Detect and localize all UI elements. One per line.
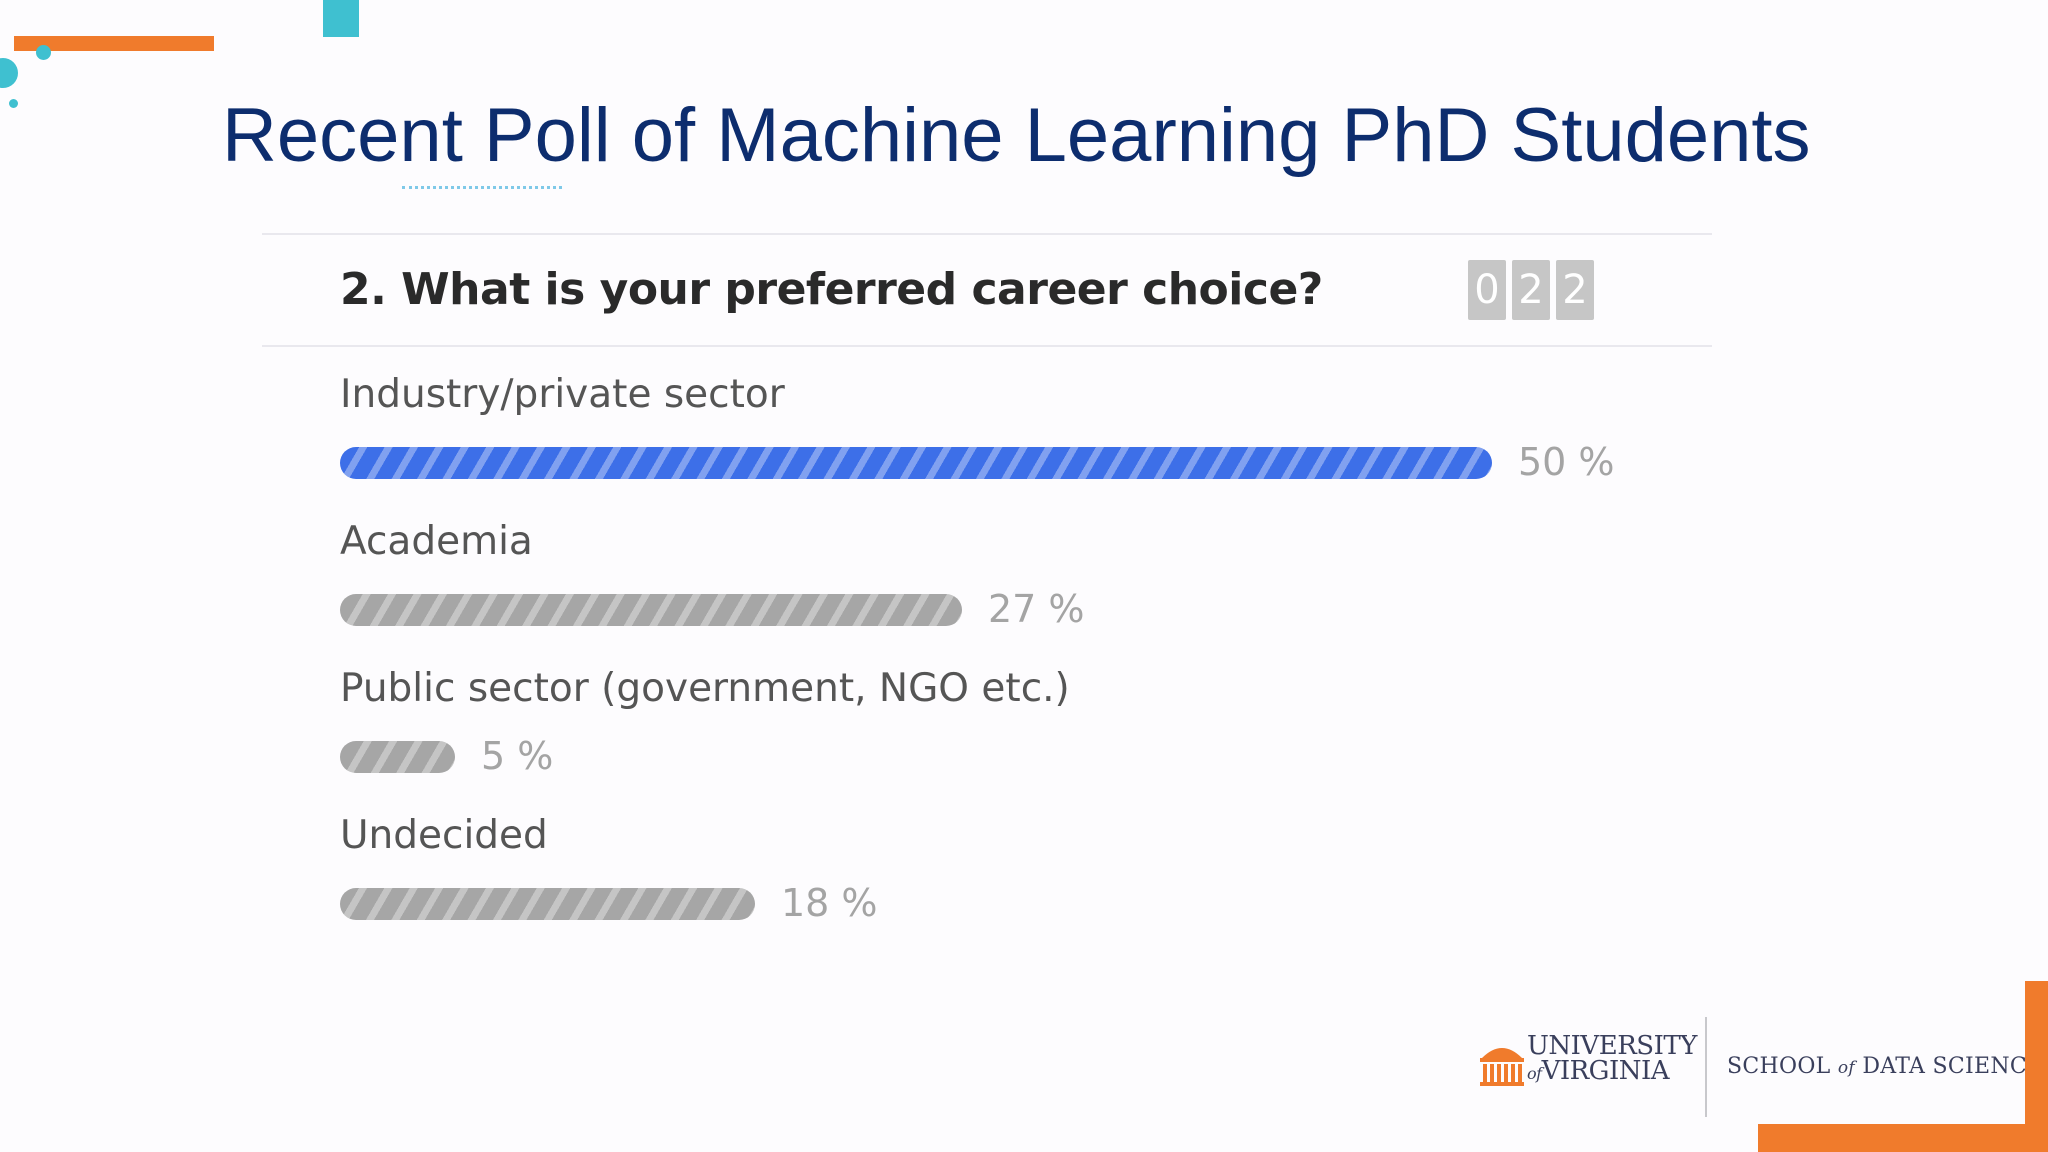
poll-option: Industry/private sector 50 % bbox=[340, 372, 1660, 502]
poll-option: Undecided 18 % bbox=[340, 813, 1660, 943]
orange-corner-accent bbox=[2025, 981, 2048, 1152]
logo-divider bbox=[1705, 1017, 1707, 1117]
slide-title: Recent Poll of Machine Learning PhD Stud… bbox=[222, 93, 1811, 178]
result-bar bbox=[340, 888, 755, 920]
poll-results-chart: Industry/private sector 50 % Academia 27 % P… bbox=[340, 372, 1660, 942]
result-bar bbox=[340, 447, 1492, 479]
university-wordmark: UNIVERSITY ofVIRGINIA bbox=[1527, 1031, 1697, 1086]
counter-digit: 0 bbox=[1468, 260, 1506, 320]
poll-option: Academia 27 % bbox=[340, 519, 1660, 649]
option-label: Public sector (government, NGO etc.) bbox=[340, 666, 1070, 711]
result-bar bbox=[340, 594, 962, 626]
university-of: of bbox=[1527, 1063, 1542, 1083]
response-counter: 0 2 2 bbox=[1468, 260, 1594, 320]
poll-option: Public sector (government, NGO etc.) 5 % bbox=[340, 666, 1660, 796]
school-of: of bbox=[1837, 1058, 1856, 1078]
counter-digit: 2 bbox=[1512, 260, 1550, 320]
option-label: Undecided bbox=[340, 813, 548, 858]
logo-area: UNIVERSITY ofVIRGINIA SCHOOL of DATA SCI… bbox=[1475, 1012, 2043, 1132]
option-label: Academia bbox=[340, 519, 533, 564]
school-prefix: SCHOOL bbox=[1727, 1054, 1831, 1079]
teal-accent-square bbox=[323, 0, 359, 37]
poll-question: 2. What is your preferred career choice? bbox=[340, 264, 1323, 315]
school-wordmark: SCHOOL of DATA SCIENCE bbox=[1727, 1054, 2043, 1079]
percent-label: 18 % bbox=[781, 881, 878, 925]
percent-label: 5 % bbox=[481, 734, 554, 778]
rotunda-icon bbox=[1480, 1048, 1524, 1086]
university-line-2: VIRGINIA bbox=[1541, 1055, 1670, 1086]
title-underline-dots bbox=[402, 186, 562, 189]
percent-label: 27 % bbox=[988, 587, 1085, 631]
counter-digit: 2 bbox=[1556, 260, 1594, 320]
orange-corner-accent bbox=[1758, 1124, 2048, 1152]
percent-label: 50 % bbox=[1518, 440, 1615, 484]
university-line-1: UNIVERSITY bbox=[1527, 1031, 1697, 1061]
option-label: Industry/private sector bbox=[340, 372, 785, 417]
school-suffix: DATA SCIENCE bbox=[1862, 1054, 2044, 1079]
orange-accent-bar bbox=[14, 36, 214, 51]
teal-accent-dot bbox=[0, 58, 18, 88]
result-bar bbox=[340, 741, 455, 773]
teal-accent-dot bbox=[36, 45, 51, 60]
poll-divider-bottom bbox=[262, 345, 1712, 347]
teal-accent-dot bbox=[9, 99, 18, 108]
poll-divider-top bbox=[262, 233, 1712, 235]
